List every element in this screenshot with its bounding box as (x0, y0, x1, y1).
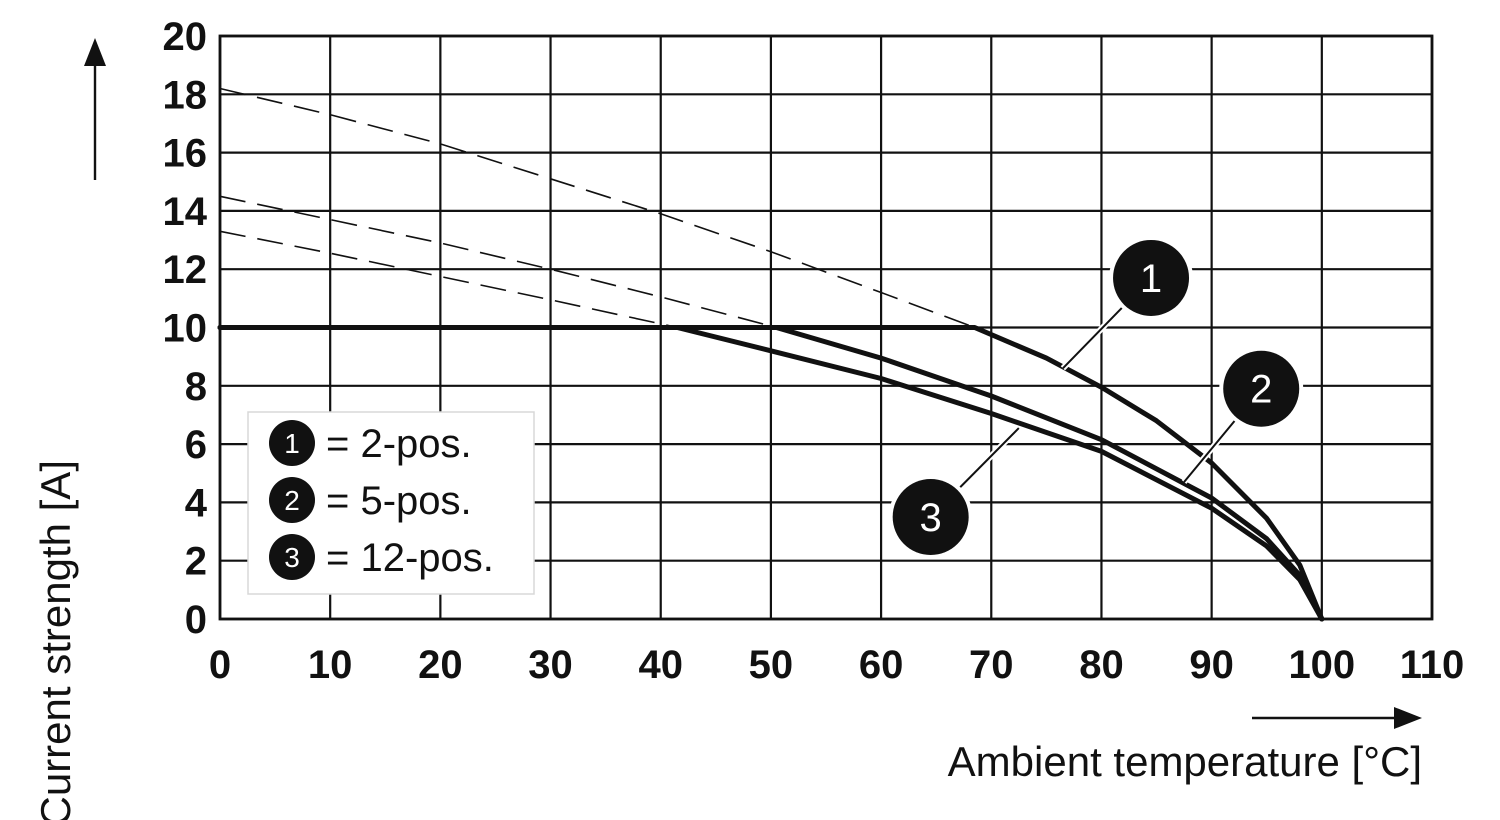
annotation-badge-3 (892, 478, 969, 555)
legend-marker-label: 3 (284, 542, 300, 573)
x-axis-title: Ambient temperature [°C] (948, 738, 1422, 785)
y-tick-label: 0 (185, 598, 207, 642)
legend-marker-3 (269, 534, 315, 580)
y-axis-title: Current strength [A] (32, 460, 79, 820)
x-axis-arrow-head (1394, 707, 1422, 729)
x-tick-labels: 0 10 20 30 40 50 60 70 80 90 100 110 (209, 643, 1464, 687)
annotation-leader-3 (956, 427, 1020, 491)
legend-marker-2 (269, 477, 315, 523)
x-tick-label: 30 (528, 643, 573, 687)
x-tick-label: 50 (749, 643, 794, 687)
y-tick-label: 8 (185, 365, 207, 409)
annotation-leader-1 (1062, 304, 1126, 370)
y-axis-title-group: Current strength [A] (32, 38, 106, 820)
annotation-leader-2 (1183, 417, 1238, 483)
legend-entry-label: = 5-pos. (326, 479, 472, 523)
curve-annotations: 1 2 3 (888, 235, 1304, 559)
y-tick-labels: 0 2 4 6 8 10 12 14 16 18 20 (163, 15, 208, 642)
y-tick-label: 12 (163, 248, 208, 292)
annotation-badge-1 (1113, 239, 1190, 316)
annotation-badge-label: 3 (920, 496, 942, 540)
x-tick-label: 20 (418, 643, 463, 687)
x-tick-label: 110 (1400, 643, 1465, 687)
y-tick-label: 14 (163, 190, 208, 234)
series-1-rated-line (217, 325, 1325, 622)
series-group (217, 87, 1325, 622)
series-3-rated-line (217, 325, 1325, 622)
series-2-rated-line (217, 325, 1325, 622)
y-tick-label: 2 (185, 540, 207, 584)
legend-marker-label: 1 (284, 428, 300, 459)
x-tick-label: 80 (1079, 643, 1124, 687)
series-2-derating-line (219, 195, 777, 329)
y-tick-label: 6 (185, 423, 207, 467)
y-tick-label: 18 (163, 73, 208, 117)
annotation-badge-2 (1223, 350, 1300, 427)
legend-entry-label: = 12-pos. (326, 536, 494, 580)
y-tick-label: 4 (185, 481, 208, 525)
x-tick-label: 60 (859, 643, 904, 687)
y-tick-label: 20 (163, 15, 208, 59)
x-tick-label: 70 (969, 643, 1014, 687)
x-tick-label: 40 (638, 643, 683, 687)
x-tick-label: 10 (308, 643, 353, 687)
legend: 1 = 2-pos. 2 = 5-pos. 3 = 12-pos. (247, 411, 535, 595)
annotation-badge-label: 1 (1140, 257, 1162, 301)
legend-marker-1 (269, 420, 315, 466)
legend-entry-label: = 2-pos. (326, 422, 472, 466)
annotation-badge-label: 2 (1250, 368, 1272, 412)
x-tick-label: 100 (1288, 643, 1355, 687)
y-tick-label: 10 (163, 307, 208, 351)
x-tick-label: 0 (209, 643, 231, 687)
x-axis-title-group: Ambient temperature [°C] (948, 707, 1422, 785)
series-1-derating-line (219, 87, 975, 329)
x-tick-label: 90 (1189, 643, 1234, 687)
legend-marker-label: 2 (284, 485, 300, 516)
y-tick-label: 16 (163, 132, 208, 176)
series-3-derating-line (219, 230, 678, 329)
y-axis-arrow-head (84, 38, 106, 66)
